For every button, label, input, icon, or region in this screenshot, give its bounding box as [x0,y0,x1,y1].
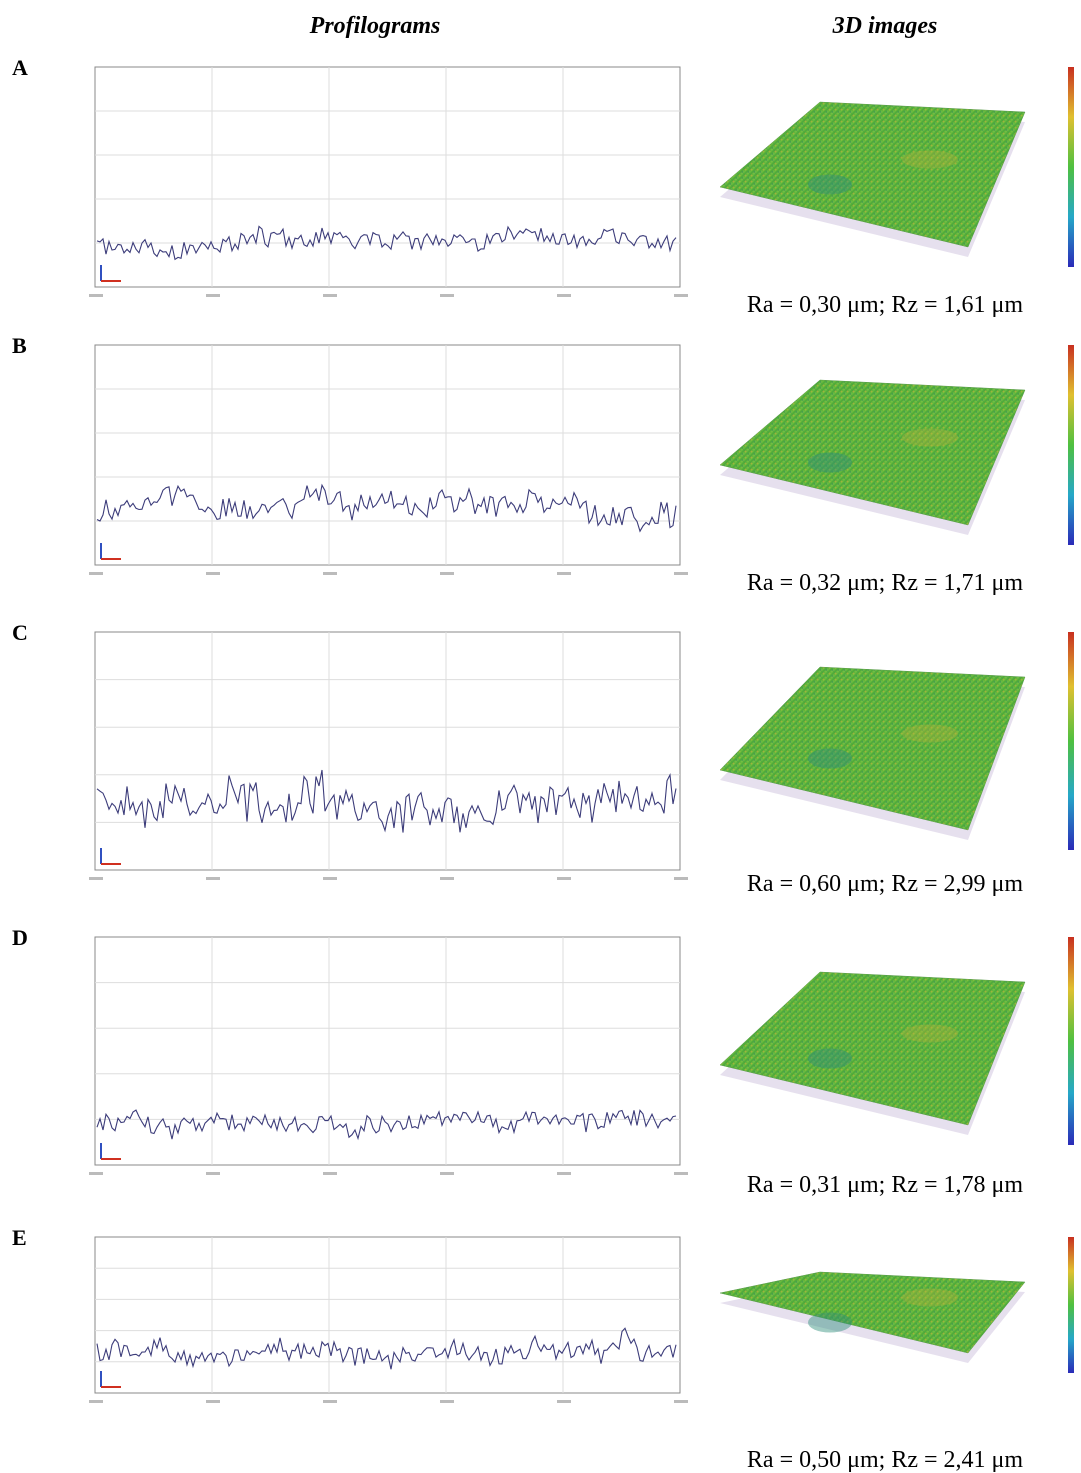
plot-frame [94,631,681,871]
color-scale [1068,632,1074,850]
tick-stub [557,1172,571,1175]
tick-stub [674,877,688,880]
tick-stub [557,572,571,575]
plot-frame [94,1236,681,1394]
tick-stub [440,1172,454,1175]
surface-patch [902,428,958,447]
column-header: Profilograms [309,13,441,39]
caption: Ra = 0,30 μm; Rz = 1,61 μm [747,292,1023,318]
plot-frame [94,66,681,288]
caption: Ra = 0,32 μm; Rz = 1,71 μm [747,570,1023,596]
tick-stub [557,877,571,880]
surface-3d [719,666,1026,831]
surface-patch [902,150,958,169]
tick-stub [440,877,454,880]
tick-stub [323,877,337,880]
tick-stub [89,877,103,880]
tick-stub [557,294,571,297]
tick-stub [440,1400,454,1403]
tick-stub [557,1400,571,1403]
tick-stub [206,1172,220,1175]
panel-label: A [12,55,28,80]
surface-patch [808,174,852,195]
profile-trace [96,1109,677,1141]
tick-stub [323,1400,337,1403]
tick-stub [323,572,337,575]
surface-patch [808,1312,852,1333]
caption: Ra = 0,50 μm; Rz = 2,41 μm [747,1447,1023,1473]
color-scale [1068,67,1074,267]
surface-3d [719,101,1026,248]
tick-stub [323,1172,337,1175]
surface-patch [808,1048,852,1069]
tick-stub [206,877,220,880]
color-scale [1068,345,1074,545]
tick-stub [89,1172,103,1175]
tick-stub [89,572,103,575]
color-scale [1068,937,1074,1145]
plot-frame [94,936,681,1166]
tick-stub [440,572,454,575]
plot-frame [94,344,681,566]
tick-stub [89,1400,103,1403]
panel-label: E [12,1225,27,1250]
surface-3d [719,1271,1026,1354]
profile-trace [96,1327,677,1370]
column-header: 3D images [832,13,938,39]
tick-stub [674,294,688,297]
surface-patch [808,452,852,473]
surface-3d [719,379,1026,526]
tick-stub [674,1172,688,1175]
tick-stub [206,294,220,297]
panel-label: D [12,925,28,950]
tick-stub [323,294,337,297]
surface-3d [719,971,1026,1126]
surface-patch [902,724,958,743]
tick-stub [206,1400,220,1403]
surface-patch [902,1024,958,1043]
profile-trace [96,769,677,833]
color-scale [1068,1237,1074,1373]
surface-patch [808,748,852,769]
panel-label: B [12,333,27,358]
tick-stub [674,1400,688,1403]
panel-label: C [12,620,28,645]
profile-trace [96,225,677,261]
tick-stub [674,572,688,575]
tick-stub [440,294,454,297]
tick-stub [89,294,103,297]
surface-patch [902,1288,958,1307]
profile-trace [96,483,677,533]
caption: Ra = 0,60 μm; Rz = 2,99 μm [747,871,1023,897]
caption: Ra = 0,31 μm; Rz = 1,78 μm [747,1172,1023,1198]
tick-stub [206,572,220,575]
